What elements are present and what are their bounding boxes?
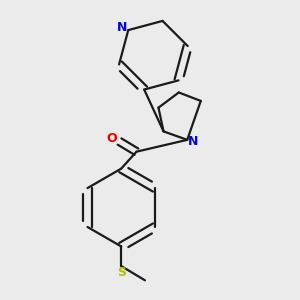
Text: O: O	[107, 132, 117, 145]
Text: S: S	[117, 266, 126, 279]
Text: N: N	[188, 135, 199, 148]
Text: N: N	[117, 21, 128, 34]
